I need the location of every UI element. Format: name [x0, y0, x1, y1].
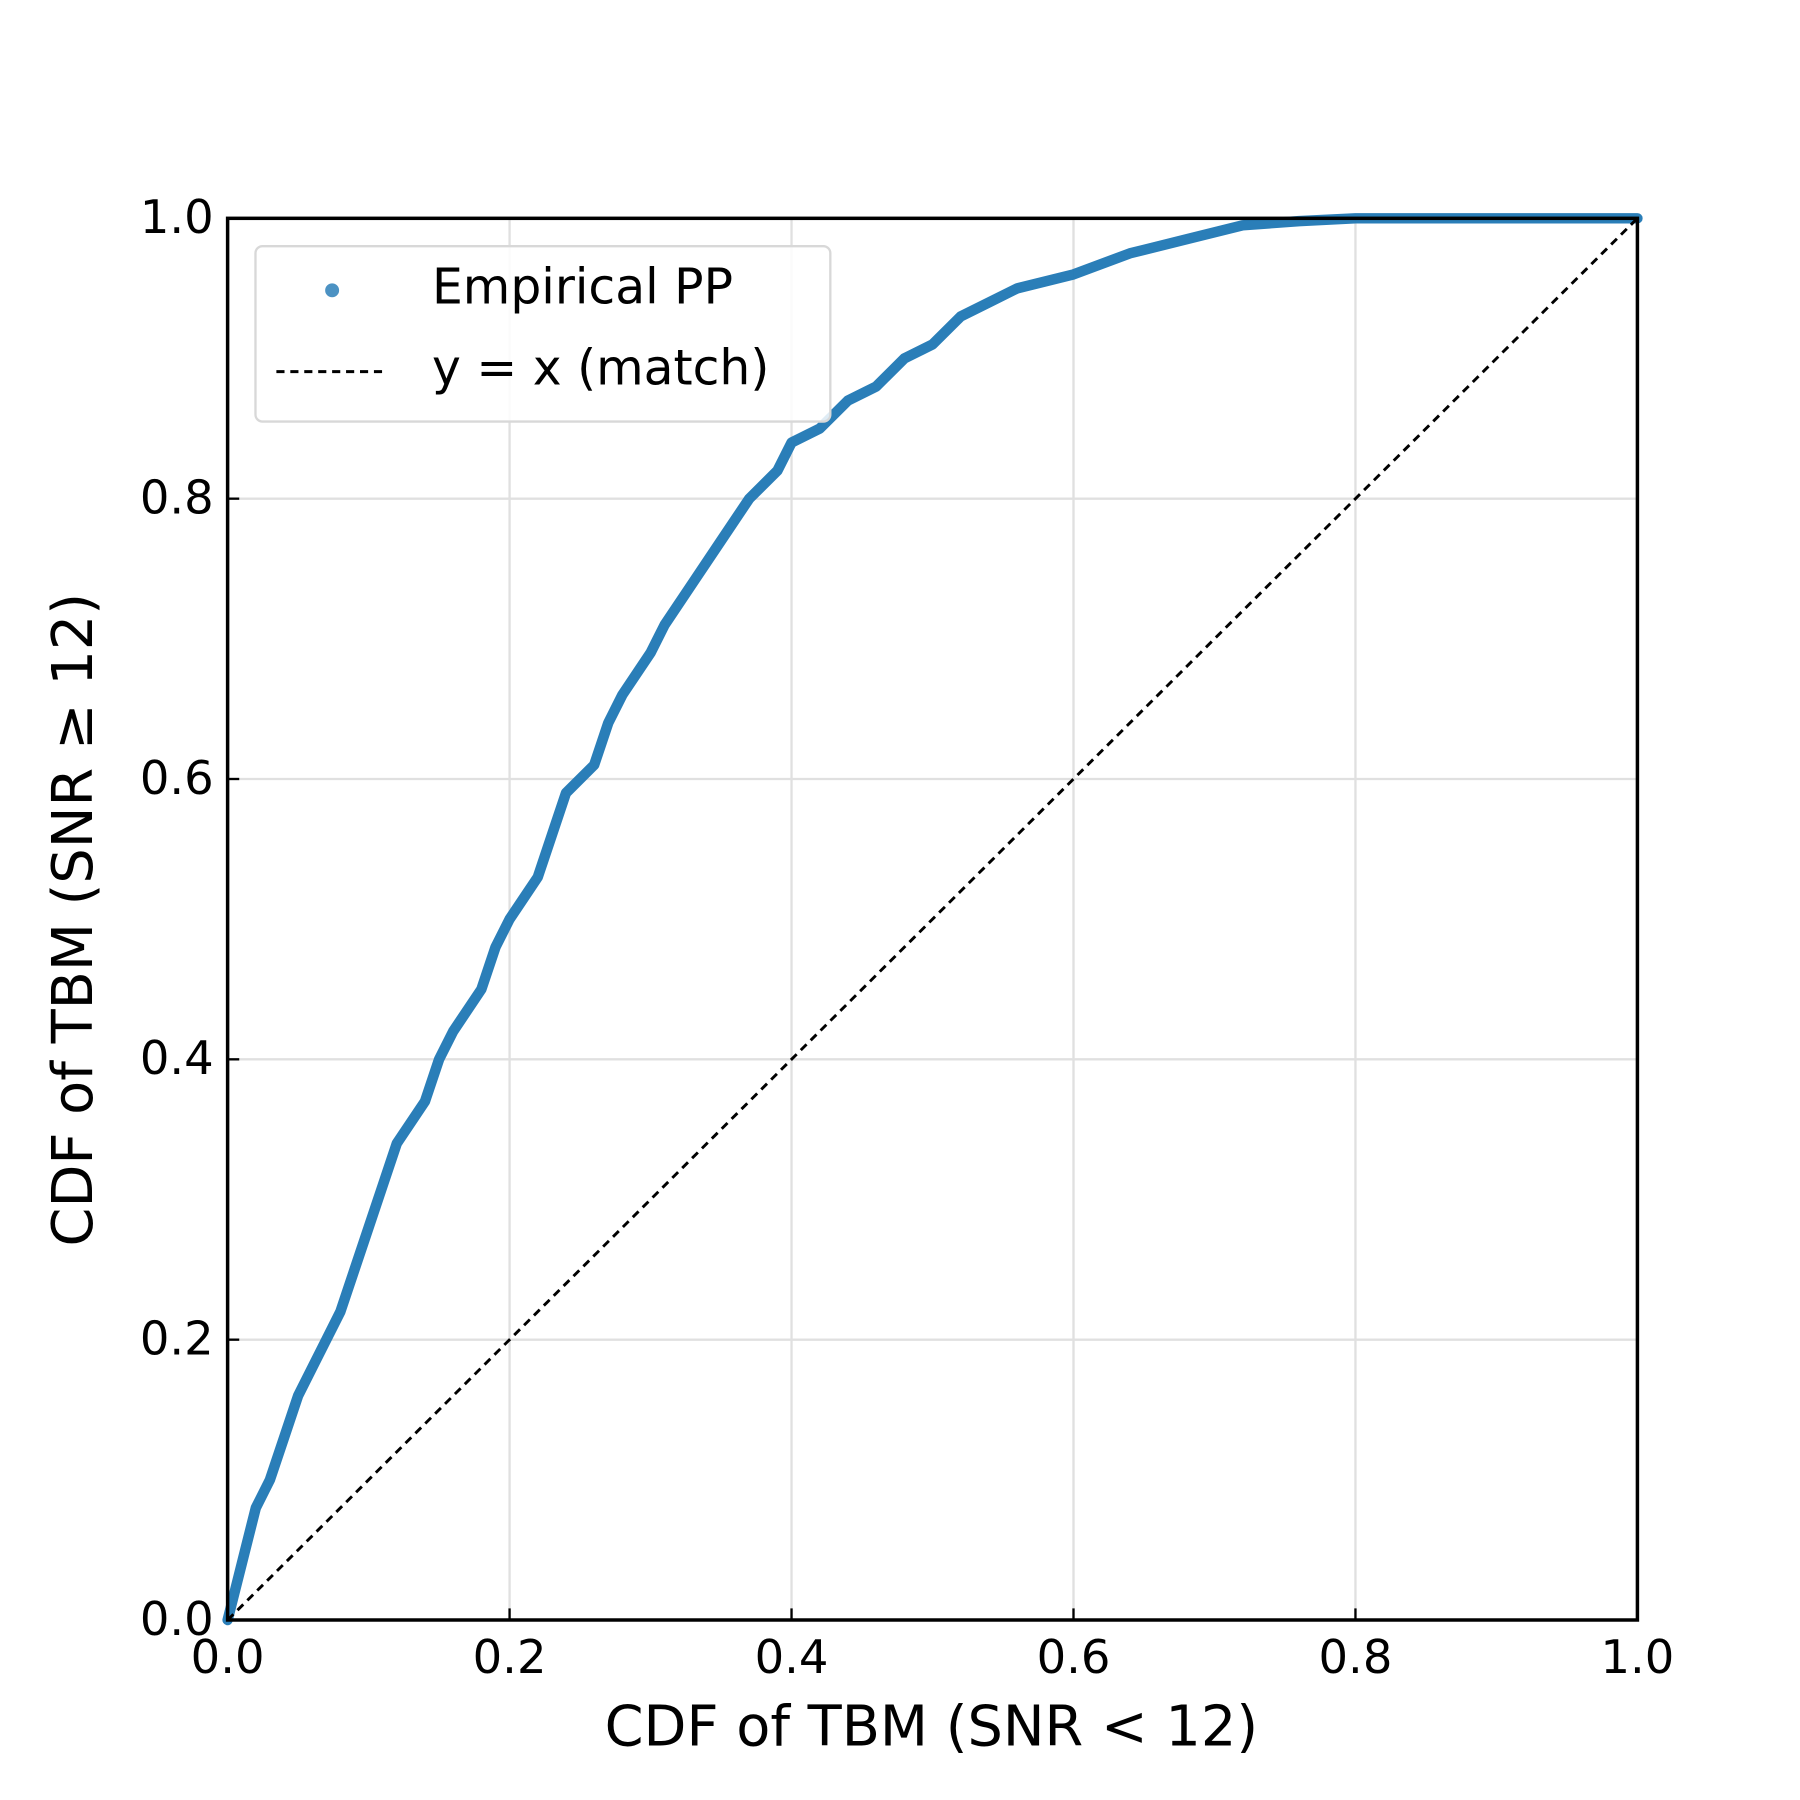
y-tick-label: 0.6: [140, 751, 214, 805]
x-tick-label: 0.6: [1037, 1630, 1111, 1684]
x-tick-label: 0.8: [1319, 1630, 1393, 1684]
y-tick-label: 0.4: [140, 1031, 214, 1085]
x-tick-label: 0.0: [191, 1630, 265, 1684]
y-tick-label: 0.2: [140, 1311, 214, 1365]
y-tick-label: 0.8: [140, 470, 214, 524]
legend-swatch: [325, 283, 340, 298]
y-axis-label: CDF of TBM (SNR ≥ 12): [41, 593, 106, 1246]
plot-frame: [225, 216, 1640, 1622]
x-axis-label: CDF of TBM (SNR < 12): [605, 1694, 1258, 1759]
x-tick-label: 0.2: [473, 1630, 547, 1684]
legend-label: y = x (match): [432, 340, 769, 397]
y-tick-label: 1.0: [140, 190, 214, 244]
legend-box: [254, 245, 832, 423]
reference-line: [226, 217, 1639, 1622]
data-line: [222, 213, 1643, 1626]
x-tick-label: 0.4: [755, 1630, 829, 1684]
legend-label: Empirical PP: [432, 258, 733, 315]
y-tick-label: 0.0: [140, 1592, 214, 1646]
x-tick-label: 1.0: [1600, 1630, 1674, 1684]
